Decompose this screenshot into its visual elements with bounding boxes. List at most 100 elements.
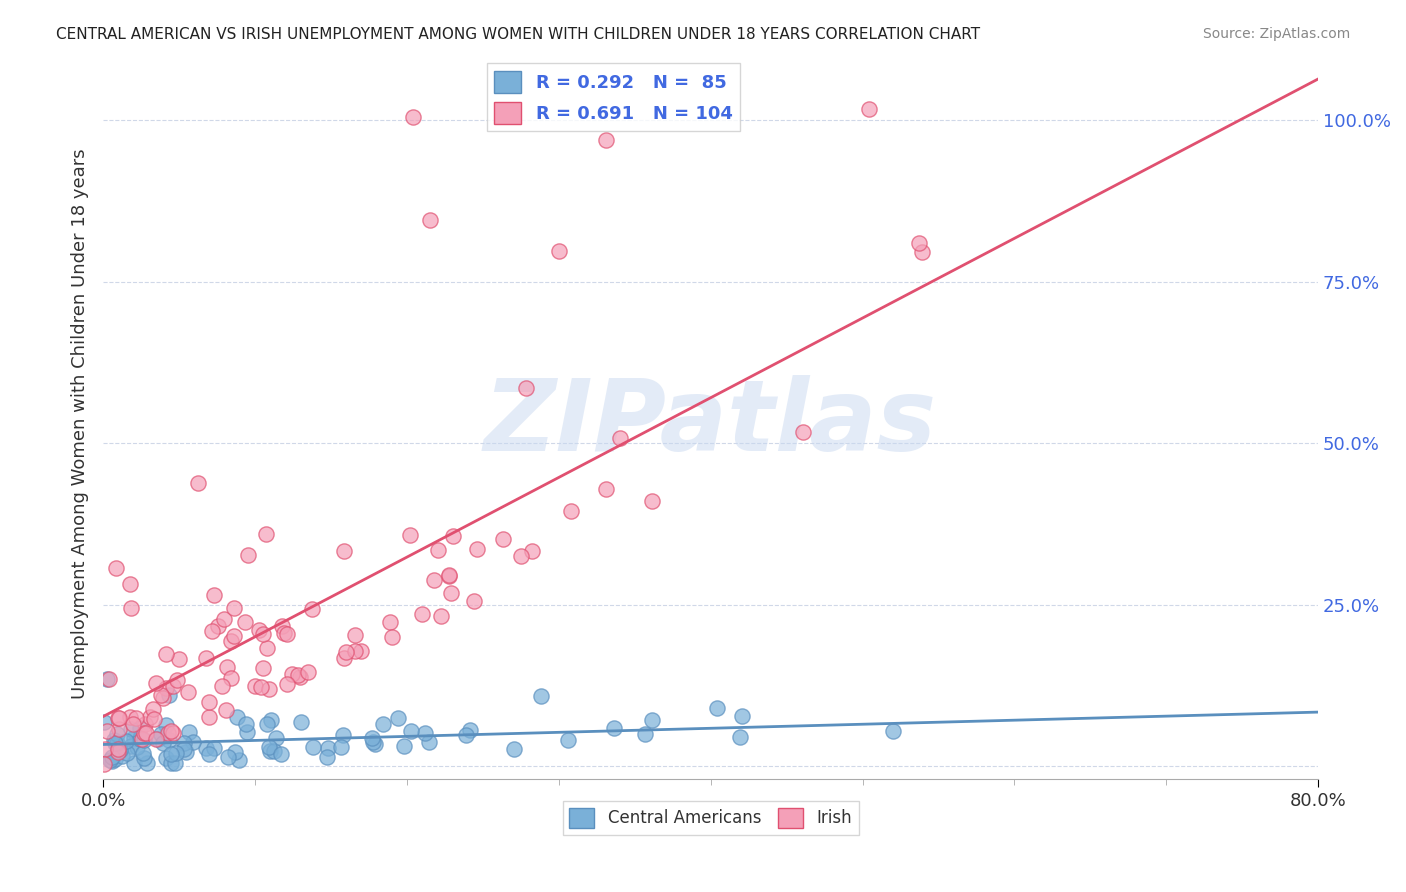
Point	[443, 529, 465, 543]
Point	[595, 482, 617, 496]
Point	[139, 710, 162, 724]
Point	[440, 585, 463, 599]
Point	[166, 673, 188, 688]
Point	[402, 110, 425, 124]
Point	[609, 431, 631, 445]
Point	[108, 722, 131, 736]
Point	[120, 739, 142, 753]
Point	[181, 735, 204, 749]
Point	[173, 741, 195, 756]
Point	[222, 601, 245, 615]
Point	[107, 711, 129, 725]
Point	[316, 741, 339, 756]
Point	[152, 736, 174, 750]
Point	[301, 602, 323, 616]
Point	[236, 725, 259, 739]
Point	[381, 630, 404, 644]
Point	[430, 609, 453, 624]
Point	[146, 732, 169, 747]
Point	[437, 568, 460, 582]
Point	[108, 743, 131, 757]
Point	[195, 650, 218, 665]
Point	[120, 722, 142, 736]
Point	[530, 689, 553, 703]
Point	[411, 607, 433, 622]
Point	[728, 730, 751, 744]
Point	[202, 741, 225, 756]
Point	[122, 756, 145, 770]
Point	[128, 721, 150, 735]
Point	[792, 425, 814, 439]
Point	[252, 627, 274, 641]
Point	[228, 753, 250, 767]
Point	[394, 739, 416, 753]
Point	[132, 750, 155, 764]
Point	[165, 746, 187, 760]
Point	[437, 567, 460, 582]
Point	[150, 688, 173, 702]
Point	[135, 756, 157, 770]
Point	[201, 624, 224, 638]
Point	[236, 549, 259, 563]
Point	[427, 542, 450, 557]
Point	[122, 731, 145, 745]
Point	[290, 714, 312, 729]
Point	[145, 676, 167, 690]
Point	[143, 712, 166, 726]
Point	[155, 751, 177, 765]
Point	[235, 717, 257, 731]
Point	[157, 733, 180, 747]
Point	[454, 728, 477, 742]
Point	[271, 618, 294, 632]
Point	[270, 747, 292, 762]
Point	[121, 716, 143, 731]
Point	[142, 702, 165, 716]
Text: ZIPatlas: ZIPatlas	[484, 376, 938, 472]
Point	[132, 747, 155, 761]
Point	[634, 727, 657, 741]
Point	[332, 650, 354, 665]
Point	[217, 749, 239, 764]
Point	[173, 736, 195, 750]
Text: CENTRAL AMERICAN VS IRISH UNEMPLOYMENT AMONG WOMEN WITH CHILDREN UNDER 18 YEARS : CENTRAL AMERICAN VS IRISH UNEMPLOYMENT A…	[56, 27, 980, 42]
Point	[361, 731, 384, 745]
Point	[492, 532, 515, 546]
Point	[465, 541, 488, 556]
Point	[163, 756, 186, 770]
Point	[423, 573, 446, 587]
Point	[105, 560, 128, 574]
Point	[387, 711, 409, 725]
Point	[152, 691, 174, 706]
Point	[335, 645, 357, 659]
Point	[145, 731, 167, 746]
Text: Source: ZipAtlas.com: Source: ZipAtlas.com	[1202, 27, 1350, 41]
Point	[187, 476, 209, 491]
Point	[276, 626, 298, 640]
Point	[157, 725, 180, 739]
Point	[98, 753, 121, 767]
Point	[96, 672, 118, 686]
Point	[129, 731, 152, 746]
Point	[212, 612, 235, 626]
Point	[93, 757, 115, 772]
Point	[364, 737, 387, 751]
Point	[297, 665, 319, 679]
Point	[330, 739, 353, 754]
Point	[603, 721, 626, 735]
Point	[264, 731, 287, 746]
Point	[641, 494, 664, 508]
Point	[207, 619, 229, 633]
Point	[344, 628, 367, 642]
Point	[107, 742, 129, 756]
Point	[198, 747, 221, 761]
Point	[257, 681, 280, 696]
Point	[641, 713, 664, 727]
Point	[104, 752, 127, 766]
Point	[118, 577, 141, 591]
Point	[160, 756, 183, 770]
Point	[129, 731, 152, 745]
Point	[413, 725, 436, 739]
Point	[174, 745, 197, 759]
Point	[343, 644, 366, 658]
Point	[104, 736, 127, 750]
